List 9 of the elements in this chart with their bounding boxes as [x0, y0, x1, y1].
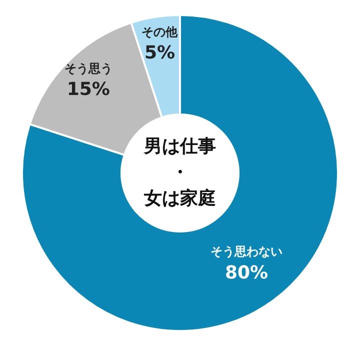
slice-label: そう思わない: [210, 244, 283, 259]
text: ・: [171, 161, 189, 185]
slice-label: そう思う: [64, 62, 112, 76]
data-label: 80%: [224, 262, 268, 284]
slice-label: その他: [142, 25, 179, 40]
data-label: 5%: [144, 42, 176, 64]
text: 男は仕事: [144, 135, 216, 159]
data-label: 15%: [66, 79, 110, 100]
text: 女は家庭: [144, 187, 216, 211]
